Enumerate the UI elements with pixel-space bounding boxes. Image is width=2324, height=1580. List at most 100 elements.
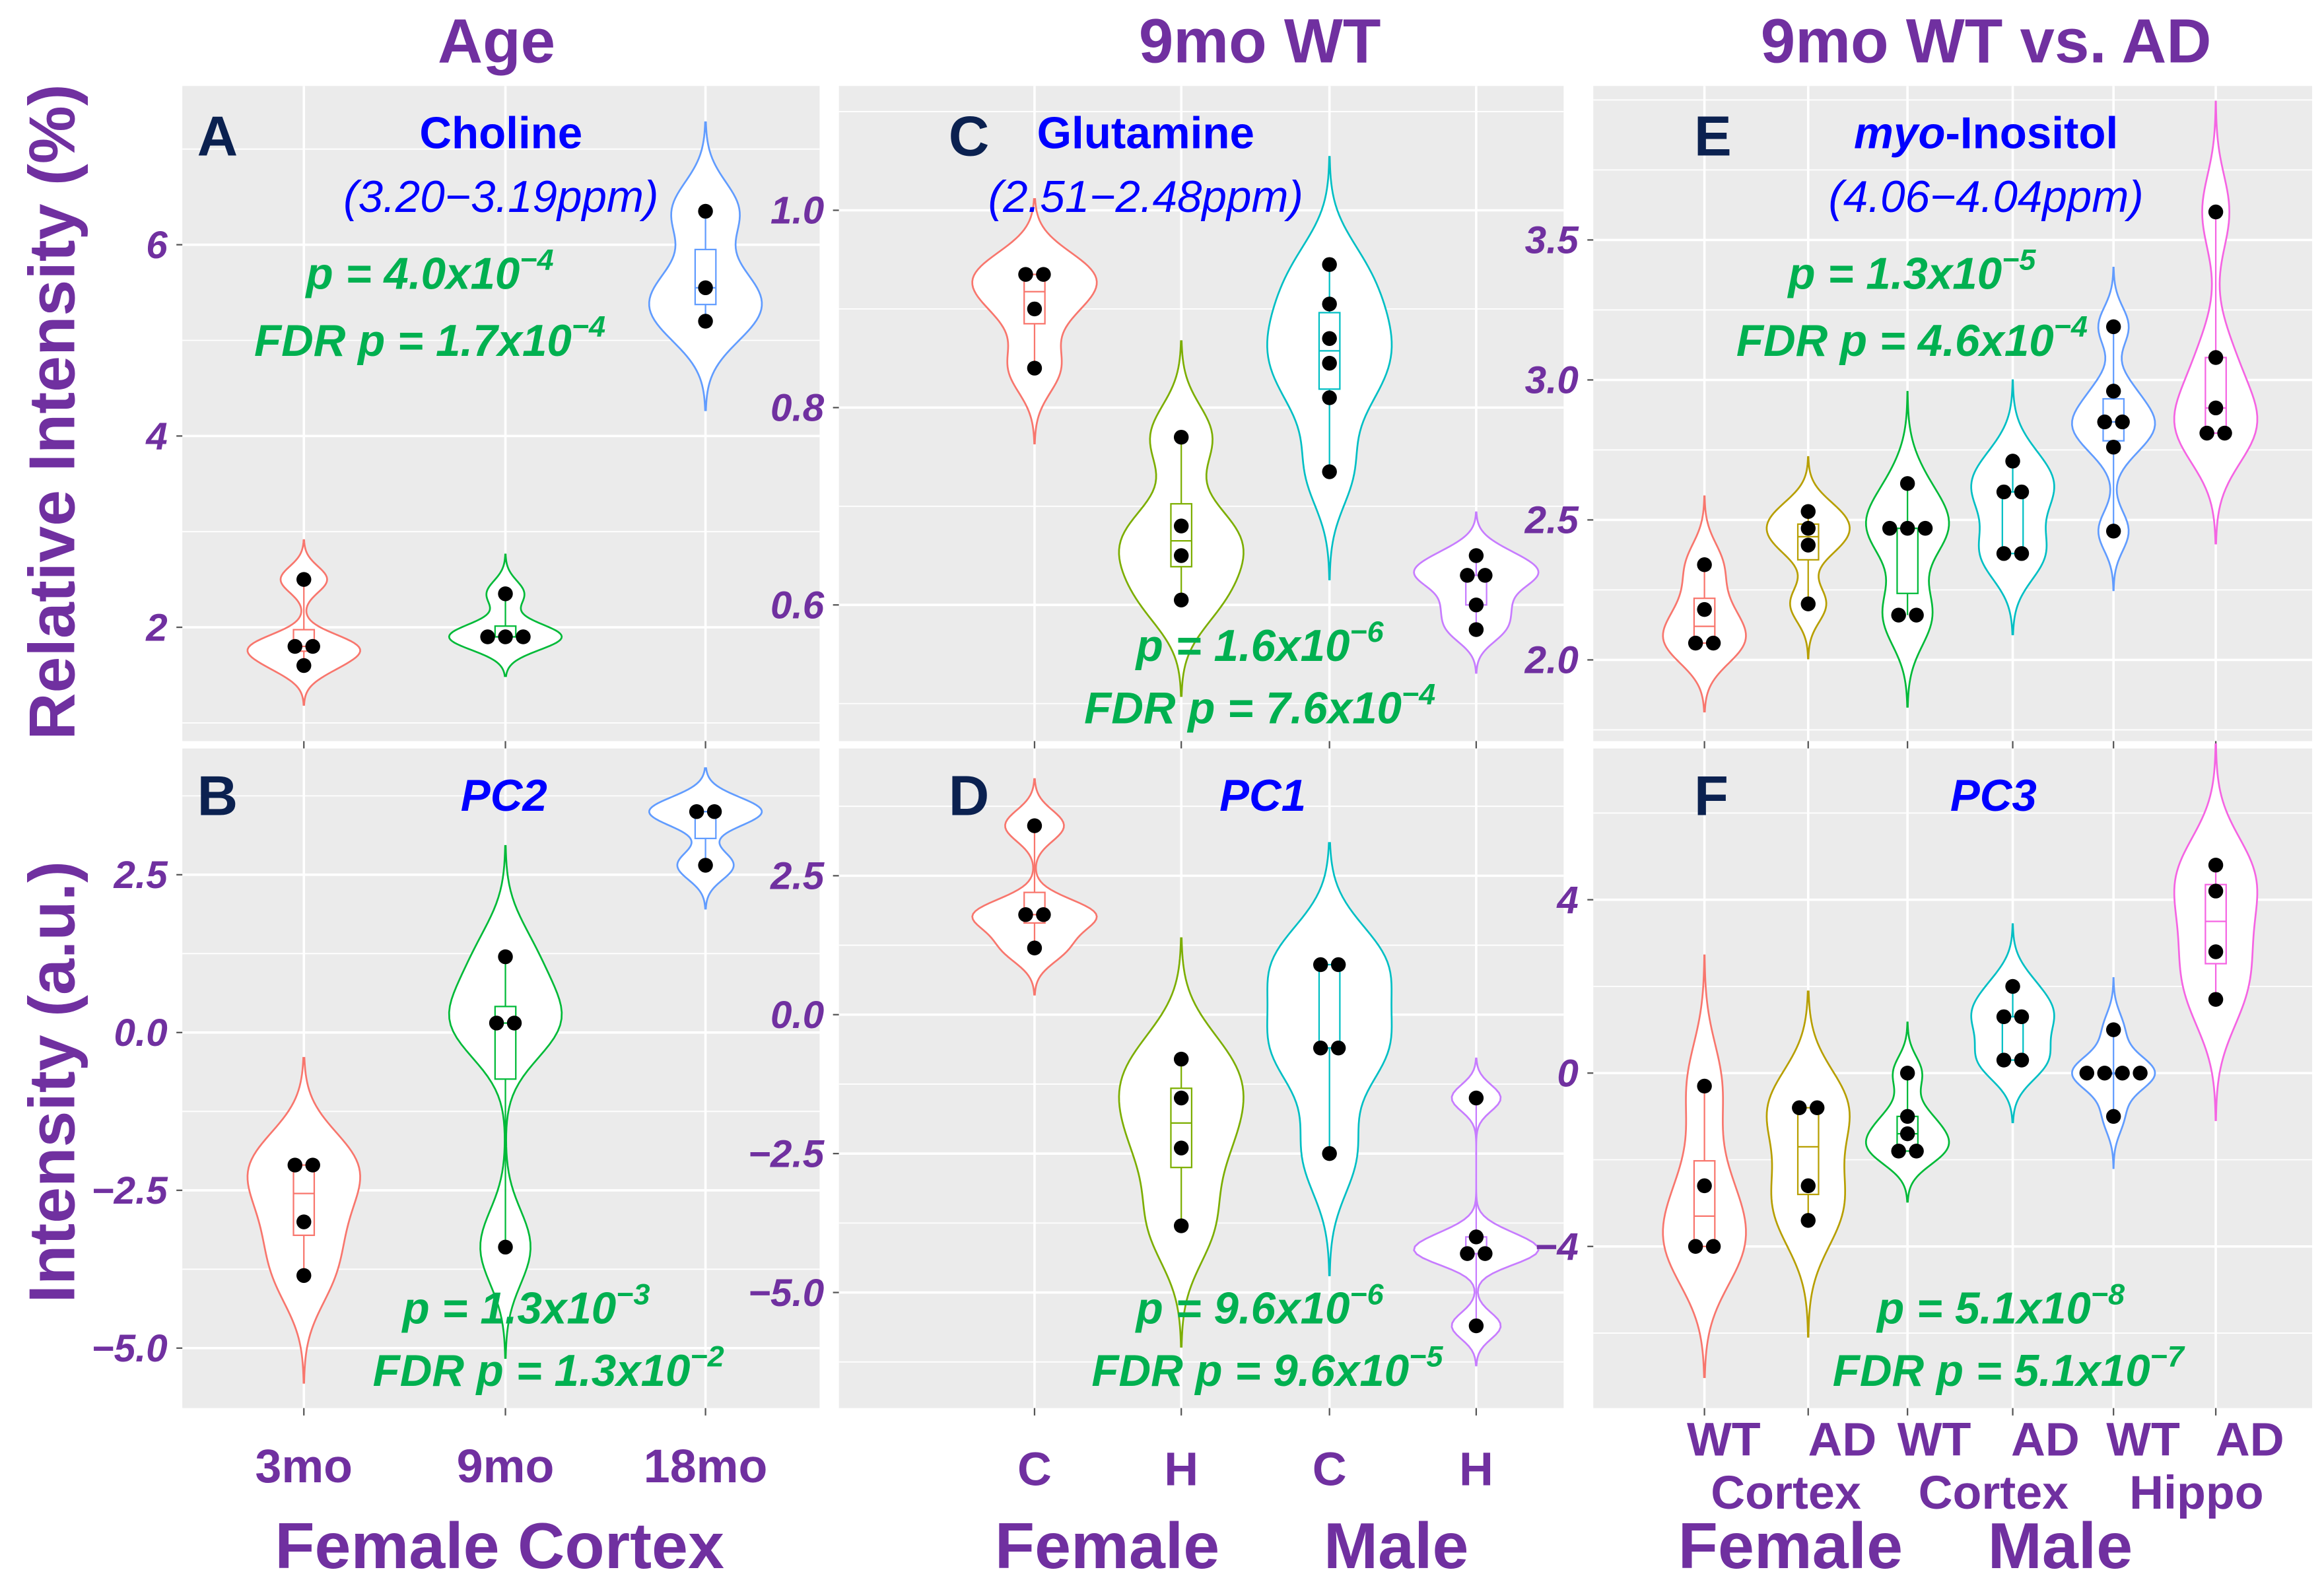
data-point (1705, 1239, 1721, 1254)
data-point (1697, 1078, 1712, 1094)
x-tick-label: 3mo (255, 1440, 353, 1493)
data-point (287, 1157, 302, 1173)
p-value-exponent: −6 (1350, 615, 1384, 648)
data-point (698, 314, 713, 329)
data-point (2208, 350, 2224, 365)
fdr-p-value: FDR p = 9.6x10−5 (1091, 1340, 1443, 1396)
x-tick-label: C (1313, 1443, 1347, 1495)
data-point (2105, 439, 2121, 455)
data-point (2217, 425, 2232, 441)
data-point (1018, 267, 1033, 282)
data-point (1468, 548, 1484, 563)
data-point (498, 629, 513, 644)
y-tick-label: 0.0 (114, 1012, 168, 1054)
group-label: Female (995, 1509, 1219, 1580)
p-value-base: p = 1.6x10 (1135, 621, 1350, 671)
y-axis-label-bottom: Intensity (a.u.) (15, 861, 88, 1303)
data-point (1036, 267, 1051, 282)
fdr-p-value: FDR p = 5.1x10−7 (1833, 1340, 2185, 1396)
fdr-p-value: FDR p = 7.6x10−4 (1084, 677, 1435, 733)
fdr-p-value: FDR p = 1.7x10−4 (254, 310, 605, 366)
y-tick-label: −2.5 (748, 1132, 825, 1175)
y-tick-label: 4 (145, 415, 167, 458)
data-point (1478, 568, 1493, 583)
data-point (296, 658, 312, 673)
panel-letter: A (197, 106, 238, 168)
data-point (1899, 1109, 1915, 1124)
data-point (2115, 414, 2130, 430)
y-tick-label: 0.8 (770, 387, 825, 430)
data-point (1330, 1041, 1346, 1056)
group-label: Male (1988, 1509, 2133, 1580)
fdr-p-value-base: FDR p = 4.6x10 (1736, 316, 2054, 366)
data-point (2133, 1066, 2148, 1081)
boxplot-box (2204, 357, 2227, 434)
data-point (2115, 1066, 2130, 1081)
y-tick-label: −5.0 (91, 1327, 167, 1370)
data-point (698, 280, 713, 296)
data-point (1899, 476, 1915, 491)
data-point (1705, 635, 1721, 651)
boxplot-box (1318, 963, 1341, 1049)
data-point (2105, 1109, 2121, 1124)
data-point (1800, 1178, 1816, 1194)
data-point (1468, 622, 1484, 637)
data-point (689, 804, 704, 819)
data-point (2105, 1022, 2121, 1037)
data-point (2014, 484, 2030, 500)
panel-letter: B (197, 765, 238, 828)
data-point (1322, 1146, 1337, 1161)
fdr-p-value-base: FDR p = 7.6x10 (1084, 683, 1402, 733)
data-point (296, 572, 312, 587)
data-point (1460, 1246, 1475, 1261)
y-tick-label: 2.5 (770, 855, 825, 898)
data-point (296, 1268, 312, 1284)
data-point (1800, 596, 1816, 611)
data-point (1792, 1100, 1807, 1115)
compound-title: myo-Inositol (1854, 108, 2118, 158)
data-point (1800, 520, 1816, 536)
x-tick-label: Cortex (1711, 1466, 1861, 1519)
fdr-p-value: FDR p = 4.6x10−4 (1736, 310, 2088, 366)
data-point (1027, 818, 1042, 833)
data-point (2208, 992, 2224, 1007)
ppm-range: (3.20−3.19ppm) (343, 172, 658, 222)
p-value-exponent: −8 (2091, 1277, 2125, 1311)
group-label: Female (1678, 1509, 1903, 1580)
p-value: p = 4.0x10−4 (305, 243, 554, 299)
data-point (2097, 1066, 2112, 1081)
p-value-exponent: −6 (1350, 1277, 1384, 1311)
data-point (2208, 400, 2224, 416)
data-point (480, 629, 495, 644)
data-point (2014, 546, 2030, 561)
p-value-base: p = 4.0x10 (305, 250, 520, 299)
data-point (2105, 524, 2121, 539)
x-tick-label: Hippo (2129, 1466, 2263, 1519)
fdr-p-value-base: FDR p = 5.1x10 (1833, 1346, 2150, 1396)
compound-title-prefix: myo (1854, 108, 1945, 158)
x-tick-label: 18mo (644, 1440, 768, 1493)
x-tick-label: H (1164, 1443, 1198, 1495)
data-point (1322, 296, 1337, 312)
group-label: Female Cortex (275, 1509, 724, 1580)
data-point (1173, 1090, 1189, 1106)
data-point (1460, 568, 1475, 583)
y-tick-label: 2.5 (1524, 499, 1580, 542)
y-tick-label: 4 (1556, 879, 1578, 922)
data-point (1173, 1218, 1189, 1233)
data-point (2208, 857, 2224, 873)
p-value: p = 9.6x10−6 (1135, 1277, 1384, 1333)
boxplot-box (694, 248, 717, 306)
data-point (1027, 301, 1042, 317)
p-value: p = 1.6x10−6 (1135, 615, 1384, 671)
p-value-base: p = 1.3x10 (1787, 250, 2002, 299)
y-tick-label: 2.5 (114, 854, 169, 897)
data-point (287, 638, 302, 654)
p-value-exponent: −3 (616, 1277, 650, 1311)
data-point (1027, 361, 1042, 376)
data-point (2014, 1052, 2030, 1068)
data-point (2079, 1066, 2095, 1081)
p-value-base: p = 9.6x10 (1135, 1284, 1350, 1334)
data-point (1330, 957, 1346, 973)
x-tick-label: WT (2106, 1413, 2180, 1466)
